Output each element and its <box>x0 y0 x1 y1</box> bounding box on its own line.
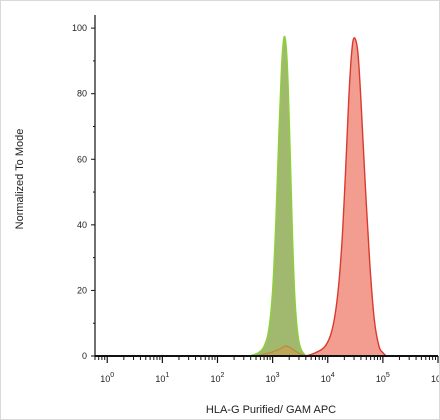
x-tick-label: 104 <box>321 372 335 384</box>
series-green-histogram-outline <box>249 35 307 357</box>
x-tick-label: 106 <box>431 372 439 384</box>
axes-layer <box>94 15 438 357</box>
y-tick-label: 80 <box>77 89 87 99</box>
x-tick-label: 102 <box>211 372 225 384</box>
y-tick-label: 20 <box>77 285 87 295</box>
y-tick-label: 0 <box>82 351 87 361</box>
y-tick-label: 100 <box>72 23 87 33</box>
x-axis-title: HLA-G Purified/ GAM APC <box>206 404 336 416</box>
series-layer <box>249 35 387 357</box>
y-tick-label: 40 <box>77 220 87 230</box>
x-tick-label: 100 <box>100 372 114 384</box>
series-tan-histogram-outline <box>255 345 309 357</box>
x-tick-label: 105 <box>376 372 390 384</box>
y-axis-title: Normalized To Mode <box>14 129 26 230</box>
series-green-histogram-fill <box>249 36 306 356</box>
x-tick-label: 101 <box>155 372 169 384</box>
series-red-histogram-outline <box>305 37 387 357</box>
x-tick-label: 103 <box>266 372 280 384</box>
series-red-histogram-fill <box>305 37 387 356</box>
y-tick-label: 60 <box>77 154 87 164</box>
y-ticks: 0 20 40 60 80 100 <box>72 23 95 361</box>
x-ticks: 100 101 102 103 104 105 106 <box>94 356 439 384</box>
